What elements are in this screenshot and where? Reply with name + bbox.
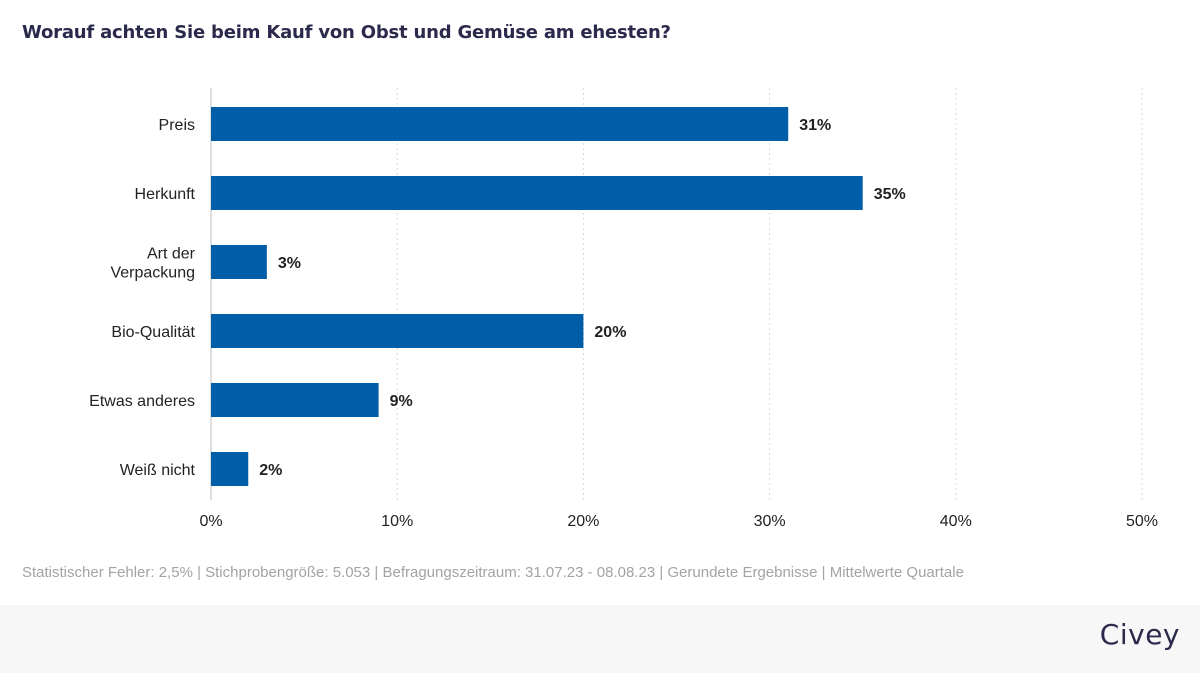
value-label: 20% <box>594 324 626 341</box>
category-label: Weiß nicht <box>120 462 196 479</box>
category-label-line: Herkunft <box>135 186 196 203</box>
category-label-line: Bio-Qualität <box>111 324 195 341</box>
category-label: Etwas anderes <box>89 393 195 410</box>
category-label: Preis <box>159 117 195 134</box>
value-label: 9% <box>390 393 413 410</box>
x-tick-label: 20% <box>567 513 599 530</box>
x-tick-label: 40% <box>940 513 972 530</box>
x-tick-label: 0% <box>199 513 222 530</box>
footer-band: Civey <box>0 605 1200 673</box>
bar <box>211 245 267 279</box>
value-label: 35% <box>874 186 906 203</box>
category-label: Herkunft <box>135 186 196 203</box>
category-label: Art der Verpackung <box>110 246 195 282</box>
bar <box>211 452 249 486</box>
category-label-line: Weiß nicht <box>120 462 196 479</box>
x-tick-label: 30% <box>754 513 786 530</box>
footnote: Statistischer Fehler: 2,5% | Stichproben… <box>22 564 964 581</box>
category-label-line: Preis <box>159 117 195 134</box>
civey-logo: Civey <box>1099 618 1180 651</box>
bar <box>211 107 789 141</box>
category-label-line: Etwas anderes <box>89 393 195 410</box>
bar <box>211 176 863 210</box>
value-label: 2% <box>259 462 282 479</box>
value-label: 3% <box>278 255 301 272</box>
bar-chart: 0% 10% 20% 30% 40% 50% 31% Preis 35% Herkunft 3% Ar… <box>89 88 1158 530</box>
bar <box>211 314 584 348</box>
category-label-line: Verpackung <box>110 265 195 282</box>
category-label: Bio-Qualität <box>111 324 195 341</box>
category-label-line: Art der <box>147 246 196 263</box>
chart-title: Worauf achten Sie beim Kauf von Obst und… <box>22 22 671 43</box>
value-label: 31% <box>799 117 831 134</box>
x-tick-label: 50% <box>1126 513 1158 530</box>
x-tick-label: 10% <box>381 513 413 530</box>
bar <box>211 383 379 417</box>
